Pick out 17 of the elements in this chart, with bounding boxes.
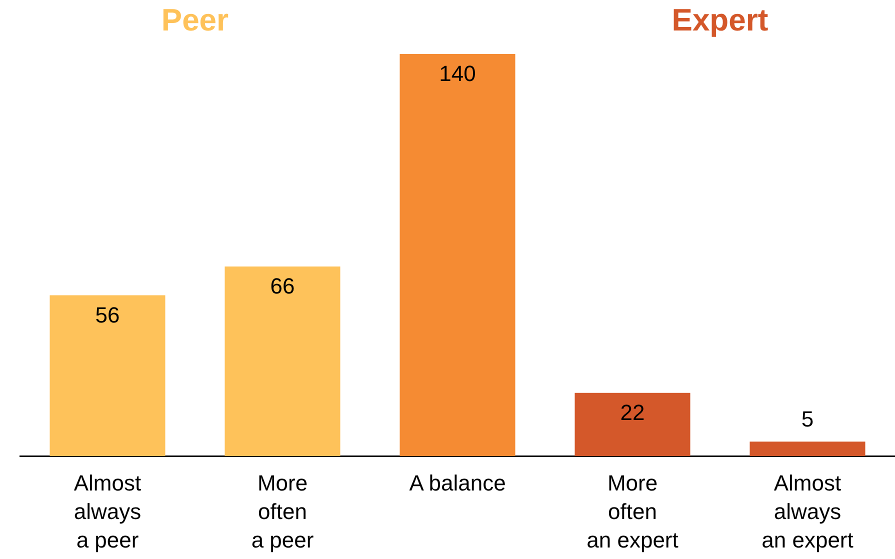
bar xyxy=(750,442,866,456)
data-label: 140 xyxy=(439,61,476,86)
text: Expert xyxy=(672,2,768,38)
data-label: 5 xyxy=(801,406,814,432)
data-label: 56 xyxy=(95,302,120,328)
bar xyxy=(400,54,516,456)
x-tick-label: More often an expert xyxy=(586,470,678,553)
data-label: 66 xyxy=(270,274,295,299)
text: Peer xyxy=(161,2,229,38)
bar xyxy=(50,295,166,456)
data-label: 22 xyxy=(620,400,645,425)
bar xyxy=(574,392,690,456)
x-tick-label: Almost always a peer xyxy=(74,470,142,553)
x-tick-label: A balance xyxy=(409,470,506,496)
bar xyxy=(224,266,340,456)
x-tick-label: More often a peer xyxy=(251,470,314,553)
x-tick-label: Almost always an expert xyxy=(762,470,854,553)
